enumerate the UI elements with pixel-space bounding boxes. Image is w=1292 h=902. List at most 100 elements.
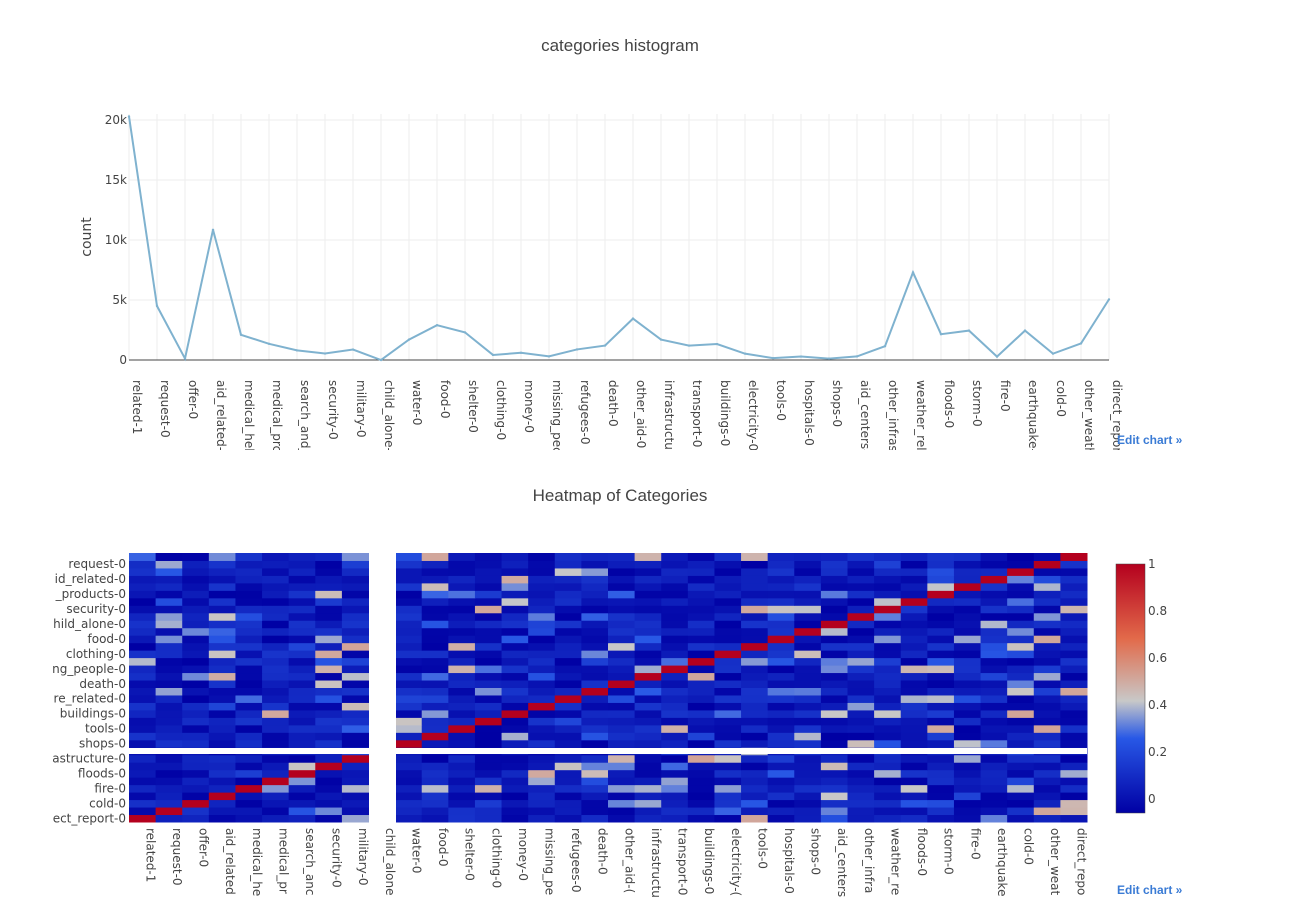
heatmap-cell xyxy=(900,567,928,576)
heatmap-cell xyxy=(554,702,582,711)
heatmap-cell xyxy=(129,807,157,816)
heatmap-cell xyxy=(767,627,795,636)
heatmap-cell xyxy=(1007,814,1035,823)
heatmap-cell xyxy=(474,694,503,703)
heatmap-cell xyxy=(262,612,290,621)
heatmap-cell xyxy=(501,814,529,823)
heatmap-cell xyxy=(554,717,582,726)
heatmap-cell xyxy=(1033,807,1061,816)
heatmap-cell xyxy=(208,724,236,733)
heatmap-cell xyxy=(554,657,582,666)
heatmap-cell xyxy=(262,680,290,688)
y-tick-label: fire-0 xyxy=(94,781,126,795)
x-tick-label: tools-0 xyxy=(755,828,769,869)
heatmap-cell xyxy=(581,605,609,614)
heatmap-cell xyxy=(155,724,183,733)
heatmap-cell xyxy=(581,709,609,718)
heatmap-cell xyxy=(794,792,822,801)
heatmap-cell xyxy=(501,784,529,793)
heatmap-cell xyxy=(1060,620,1088,629)
heatmap-cell xyxy=(794,590,822,599)
x-tick-label: shops-0 xyxy=(830,380,844,427)
heatmap-cell xyxy=(182,687,210,696)
x-tick-label: aid_related xyxy=(223,828,237,895)
heatmap-cell xyxy=(235,627,263,636)
heatmap-cell xyxy=(528,694,556,703)
heatmap-cell xyxy=(714,567,742,576)
heatmap-cell xyxy=(315,560,343,569)
x-tick-label: search_anc xyxy=(303,828,317,895)
heatmap-cell xyxy=(1007,680,1035,688)
heatmap-cell xyxy=(1007,709,1035,718)
heatmap-cell xyxy=(396,784,423,793)
heatmap-cell xyxy=(847,575,875,584)
heatmap-cell xyxy=(528,665,556,674)
heatmap-cell xyxy=(315,680,343,688)
heatmap-cell xyxy=(208,769,236,778)
heatmap-cell xyxy=(155,777,183,786)
heatmap-cell xyxy=(767,657,795,666)
heatmap-cell xyxy=(155,754,183,763)
data-point-money-0 xyxy=(519,351,523,354)
heatmap-cell xyxy=(501,635,529,644)
heatmap-cell xyxy=(741,799,769,808)
heatmap-cell xyxy=(794,650,822,659)
heatmap-cell xyxy=(1007,792,1035,801)
heatmap-cell xyxy=(315,553,343,561)
heatmap-cell xyxy=(235,792,263,801)
heatmap-cell xyxy=(208,777,236,786)
heatmap-cell xyxy=(980,754,1008,763)
heatmap-cell xyxy=(794,612,822,621)
heatmap-cell xyxy=(315,732,343,741)
heatmap-cell xyxy=(767,650,795,659)
heatmap-cell xyxy=(741,553,769,561)
heatmap-cell xyxy=(900,762,928,771)
heatmap-cell xyxy=(900,650,928,659)
heatmap-cell xyxy=(448,612,476,621)
heatmap-cell xyxy=(927,642,955,651)
heatmap-cell xyxy=(608,754,636,763)
heatmap-cell xyxy=(927,553,955,561)
heatmap-cell xyxy=(1033,762,1061,771)
x-tick-label: other_aid-0 xyxy=(634,380,648,448)
heatmap-cell xyxy=(953,657,982,666)
heatmap-cell xyxy=(182,575,210,584)
heatmap-cell xyxy=(581,754,609,763)
heatmap-cell xyxy=(608,769,636,778)
heatmap-cell xyxy=(608,784,636,793)
heatmap-cell xyxy=(1033,575,1061,584)
y-tick-label: request-0 xyxy=(68,557,126,571)
heatmap-cell xyxy=(474,769,503,778)
heatmap-cell xyxy=(448,732,476,741)
heatmap-cell xyxy=(155,560,183,569)
heatmap-cell xyxy=(554,597,582,606)
heatmap-cell xyxy=(235,612,263,621)
heatmap-cell xyxy=(900,605,928,614)
heatmap-cell xyxy=(474,597,503,606)
colorbar-tick-label: 0.8 xyxy=(1148,604,1167,618)
heatmap-cell xyxy=(687,777,715,786)
x-tick-label: child_alone- xyxy=(382,380,396,450)
heatmap-edit-chart-link[interactable]: Edit chart » xyxy=(1117,883,1183,897)
heatmap-cell xyxy=(980,814,1008,823)
heatmap-cell xyxy=(900,732,928,741)
x-tick-label: medical_he xyxy=(250,828,264,896)
heatmap-cell xyxy=(341,635,369,644)
heatmap-cell xyxy=(155,665,183,674)
heatmap-cell xyxy=(1007,650,1035,659)
heatmap-cell xyxy=(874,807,902,816)
heatmap-cell xyxy=(1007,799,1035,808)
heatmap-cell xyxy=(448,754,476,763)
histogram-edit-chart-link[interactable]: Edit chart » xyxy=(1117,433,1183,447)
x-tick-label: missing_pec xyxy=(550,380,564,450)
heatmap-cell xyxy=(794,620,822,629)
heatmap-cell xyxy=(315,694,343,703)
heatmap-cell xyxy=(847,650,875,659)
y-tick-label: security-0 xyxy=(66,602,126,616)
x-tick-label: shops-0 xyxy=(809,828,823,875)
heatmap-cell xyxy=(980,784,1008,793)
heatmap-cell xyxy=(341,814,369,823)
heatmap-cell xyxy=(767,680,795,688)
heatmap-cell xyxy=(396,650,423,659)
heatmap-cell xyxy=(155,553,183,561)
